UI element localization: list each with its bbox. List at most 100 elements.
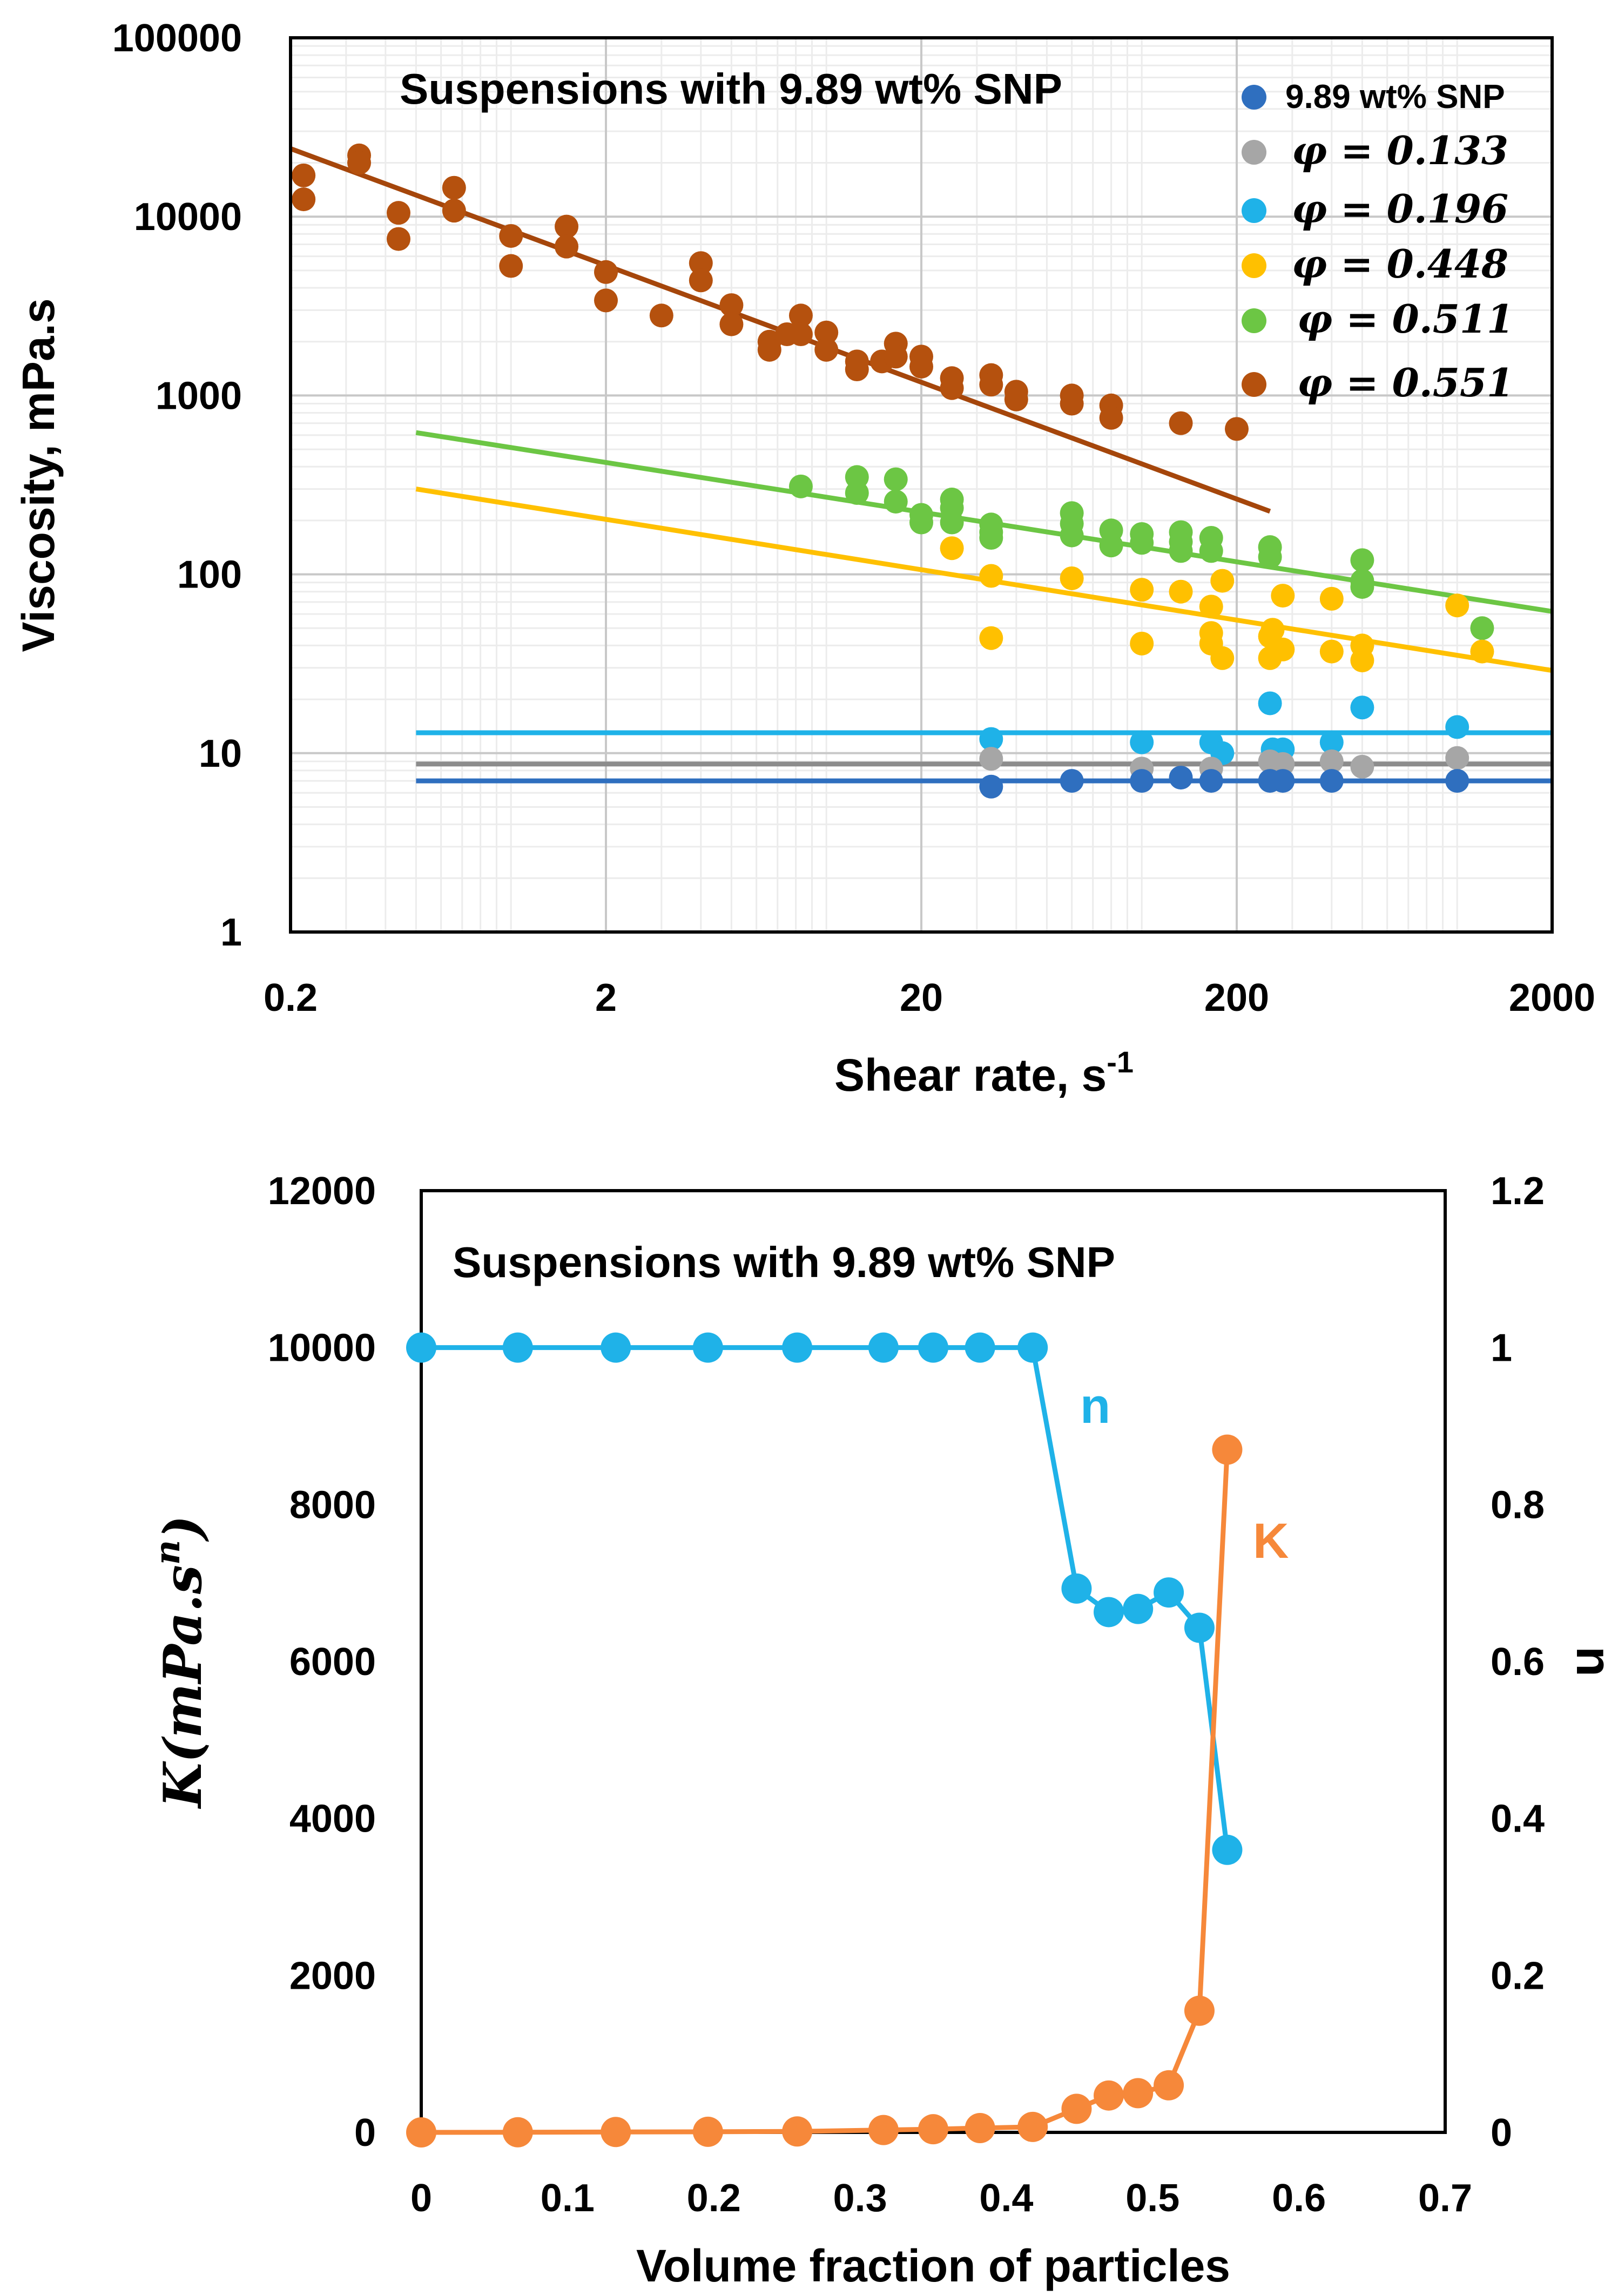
data-point-phi448 xyxy=(940,536,964,561)
top-y-tick-label: 100 xyxy=(177,553,242,597)
top-y-tick-label: 10000 xyxy=(134,195,242,239)
bottom-left-y-tick-label: 4000 xyxy=(289,1798,376,1841)
data-point-phi511 xyxy=(940,510,964,535)
bottom-right-y-tick-label: 0.6 xyxy=(1491,1640,1545,1684)
top-x-tick-label: 0.2 xyxy=(264,976,318,1019)
data-point-phi511 xyxy=(1099,534,1123,558)
bottom-x-tick-label: 0.5 xyxy=(1125,2177,1179,2220)
data-point-phi551 xyxy=(442,175,466,200)
legend-label-phi448: φ = 0.448 xyxy=(1292,241,1508,287)
data-point-phi196 xyxy=(1445,715,1469,739)
data-point-phi511 xyxy=(788,474,813,498)
series-point-K xyxy=(1061,2094,1092,2124)
series-point-K xyxy=(406,2117,436,2148)
series-point-K xyxy=(601,2117,631,2148)
series-point-n xyxy=(1061,1573,1092,1604)
annotation-k: K xyxy=(1253,1514,1289,1569)
series-point-n xyxy=(1154,1577,1184,1608)
bottom-x-tick-label: 0.2 xyxy=(687,2177,741,2220)
legend-label-snp: 9.89 wt% SNP xyxy=(1285,78,1505,116)
data-point-phi551 xyxy=(292,163,316,187)
data-point-snp xyxy=(1445,769,1469,793)
data-point-phi196 xyxy=(1350,695,1374,720)
data-point-phi448 xyxy=(1319,586,1344,611)
top-y-tick-label: 100000 xyxy=(112,17,242,60)
data-point-phi551 xyxy=(1169,411,1193,435)
data-point-phi511 xyxy=(1169,539,1193,563)
data-point-phi551 xyxy=(292,187,316,212)
bottom-right-y-tick-label: 0 xyxy=(1491,2111,1512,2155)
top-plot-frame xyxy=(289,36,1554,934)
data-point-phi551 xyxy=(845,357,869,382)
data-point-phi551 xyxy=(1004,387,1028,411)
viscosity-chart: 0.2 2 20 200 2000 1 10 100 1000 10000 100000 Susp… xyxy=(13,17,1595,1100)
data-point-phi551 xyxy=(1225,417,1249,441)
data-point-phi551 xyxy=(386,227,410,251)
data-point-phi448 xyxy=(1210,569,1235,593)
bottom-left-y-axis-label: K(mPa.sn) xyxy=(147,1515,213,1809)
bottom-left-y-tick-labels: 0 2000 4000 6000 8000 10000 12000 xyxy=(268,1170,376,2155)
series-point-K xyxy=(502,2117,533,2148)
data-point-phi551 xyxy=(386,201,410,225)
data-point-phi448 xyxy=(1130,578,1154,602)
data-point-snp xyxy=(1060,769,1084,793)
bottom-x-tick-labels: 0 0.1 0.2 0.3 0.4 0.5 0.6 0.7 xyxy=(410,2177,1472,2220)
top-legend: 9.89 wt% SNP φ = 0.133 φ = 0.196 φ = 0.4… xyxy=(1242,78,1514,406)
data-point-phi511 xyxy=(1258,545,1282,569)
data-point-phi511 xyxy=(1060,523,1084,548)
data-point-phi448 xyxy=(1271,637,1295,661)
bottom-data-points xyxy=(406,1332,1243,2148)
data-point-phi551 xyxy=(499,254,523,278)
data-point-phi448 xyxy=(1199,595,1223,619)
series-point-K xyxy=(965,2113,995,2144)
data-point-phi133 xyxy=(979,747,1003,771)
data-point-phi196 xyxy=(1319,730,1344,754)
bottom-right-y-tick-label: 0.2 xyxy=(1491,1954,1545,1997)
top-y-tick-label: 1000 xyxy=(156,374,242,417)
data-point-phi551 xyxy=(499,224,523,248)
data-point-snp xyxy=(1169,766,1193,790)
series-point-n xyxy=(782,1332,813,1363)
bottom-x-tick-label: 0.1 xyxy=(541,2177,595,2220)
data-point-phi448 xyxy=(979,564,1003,588)
bottom-right-y-axis-label: n xyxy=(1566,1646,1618,1677)
data-point-phi551 xyxy=(347,151,372,175)
data-point-phi551 xyxy=(442,199,466,223)
bottom-x-tick-label: 0.6 xyxy=(1272,2177,1326,2220)
bottom-left-y-tick-label: 2000 xyxy=(289,1954,376,1997)
bottom-left-y-tick-label: 0 xyxy=(354,2111,376,2155)
data-point-phi551 xyxy=(788,303,813,328)
data-point-phi511 xyxy=(1470,616,1494,640)
bottom-plot-frame xyxy=(420,1189,1447,2134)
series-point-K xyxy=(692,2116,723,2147)
series-point-K xyxy=(1123,2078,1154,2109)
bottom-x-axis-label: Volume fraction of particles xyxy=(636,2240,1230,2291)
series-point-n xyxy=(1184,1612,1215,1643)
bottom-left-y-tick-label: 12000 xyxy=(268,1170,376,1213)
data-point-phi551 xyxy=(940,376,964,400)
bottom-right-y-tick-label: 1 xyxy=(1491,1327,1512,1370)
data-point-phi511 xyxy=(1350,575,1374,599)
legend-label-phi511: φ = 0.511 xyxy=(1297,296,1514,342)
top-chart-title: Suspensions with 9.89 wt% SNP xyxy=(400,65,1062,113)
data-point-phi448 xyxy=(1470,639,1494,664)
data-point-phi511 xyxy=(979,525,1003,550)
data-point-snp xyxy=(1319,769,1344,793)
data-point-phi133 xyxy=(1445,746,1469,770)
legend-marker-phi196 xyxy=(1242,198,1266,223)
data-point-snp xyxy=(1130,769,1154,793)
bottom-right-y-tick-label: 0.8 xyxy=(1491,1483,1545,1527)
series-point-n xyxy=(502,1332,533,1363)
data-point-phi551 xyxy=(979,373,1003,397)
data-point-phi511 xyxy=(884,489,908,514)
data-point-phi551 xyxy=(814,337,839,362)
data-point-phi551 xyxy=(1099,406,1123,430)
data-point-phi551 xyxy=(555,234,579,259)
data-point-phi511 xyxy=(884,467,908,491)
series-point-K xyxy=(782,2116,813,2147)
top-x-tick-label: 20 xyxy=(900,976,943,1019)
data-point-phi511 xyxy=(845,481,869,505)
legend-marker-snp xyxy=(1242,85,1266,110)
data-point-phi551 xyxy=(594,260,618,284)
top-x-tick-label: 2 xyxy=(595,976,617,1019)
